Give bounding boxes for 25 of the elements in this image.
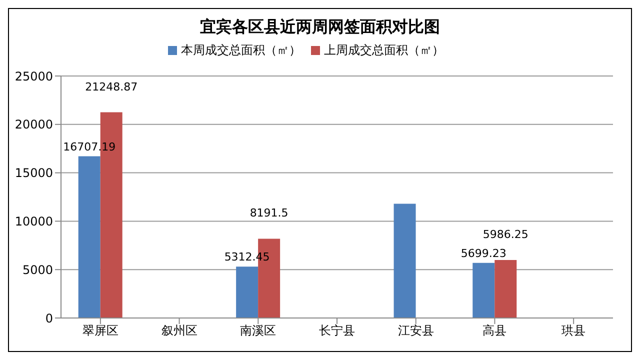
x-tick-label: 翠屏区 [82,324,118,338]
x-tick-label: 珙县 [562,324,586,338]
x-tick-label: 南溪区 [240,324,276,338]
y-tick-label: 15000 [14,166,53,180]
y-tick-label: 0 [45,311,53,326]
legend-label: 上周成交总面积（㎡） [324,43,444,57]
data-label: 21248.87 [85,80,138,94]
y-tick-label: 5000 [22,262,53,277]
y-tick-label: 10000 [14,214,53,228]
x-tick-label: 叙州区 [161,324,198,338]
bar [236,266,258,318]
x-tick-label: 长宁县 [319,324,355,338]
x-tick-label: 高县 [482,324,507,338]
bar [78,156,100,318]
y-tick-label: 20000 [14,118,53,132]
legend-label: 本周成交总面积（㎡） [181,43,301,57]
y-tick-label: 25000 [14,69,53,84]
bar [472,262,495,318]
data-label: 5986.25 [482,228,528,242]
bar [394,204,416,318]
chart-title: 宜宾各区县近两周网签面积对比图 [199,17,441,38]
x-tick-label: 江安县 [398,324,434,338]
data-label: 8191.5 [250,206,288,220]
bar [494,260,517,318]
data-label: 5699.23 [460,246,506,260]
